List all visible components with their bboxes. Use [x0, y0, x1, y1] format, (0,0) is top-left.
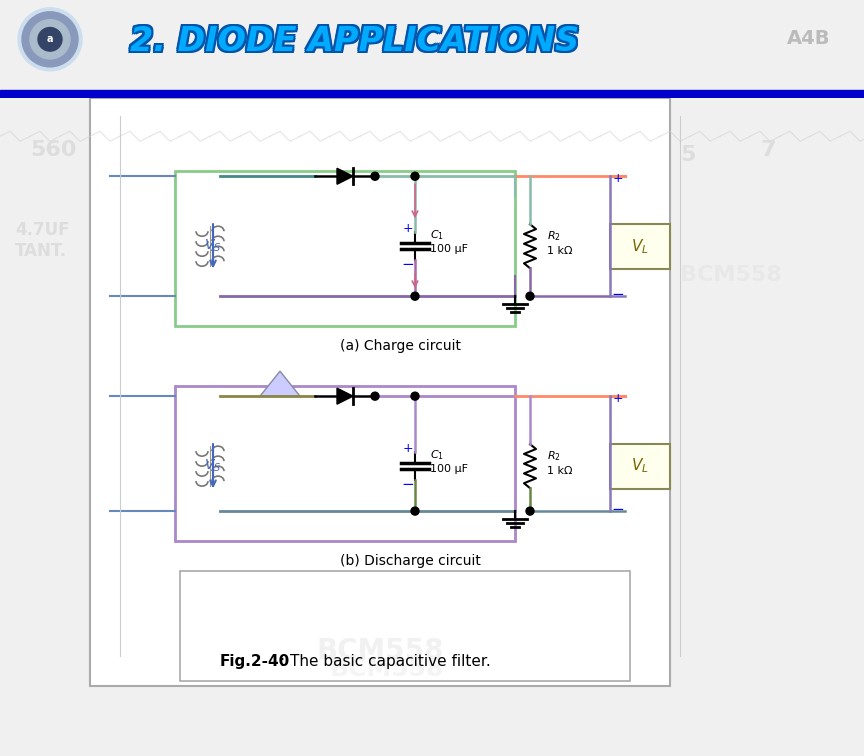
- Text: BCM558: BCM558: [330, 657, 444, 681]
- Text: −: −: [612, 287, 625, 302]
- Text: 2. DIODE APPLICATIONS: 2. DIODE APPLICATIONS: [128, 25, 577, 57]
- Text: $C_1$
100 µF: $C_1$ 100 µF: [430, 228, 468, 254]
- Bar: [175, 386, 515, 541]
- Text: −: −: [402, 476, 415, 491]
- Polygon shape: [337, 169, 353, 184]
- Text: $V_S$: $V_S$: [204, 238, 222, 255]
- Text: : The basic capacitive filter.: : The basic capacitive filter.: [280, 653, 491, 668]
- Polygon shape: [337, 388, 353, 404]
- Text: +: +: [613, 172, 623, 184]
- Circle shape: [411, 392, 419, 400]
- Text: 1 kΩ: 1 kΩ: [547, 246, 573, 256]
- Text: $R_2$: $R_2$: [547, 449, 561, 463]
- Text: BCM558: BCM558: [316, 637, 444, 665]
- Bar: [175, 172, 515, 326]
- Bar: [610, 224, 670, 268]
- Text: 2. DIODE APPLICATIONS: 2. DIODE APPLICATIONS: [132, 26, 581, 60]
- Circle shape: [371, 392, 379, 400]
- Text: 2. DIODE APPLICATIONS: 2. DIODE APPLICATIONS: [130, 25, 579, 57]
- Text: 2. DIODE APPLICATIONS: 2. DIODE APPLICATIONS: [128, 26, 577, 60]
- Text: 1 kΩ: 1 kΩ: [547, 466, 573, 476]
- Text: Fig.2-40: Fig.2-40: [220, 653, 290, 668]
- Circle shape: [411, 293, 419, 300]
- Circle shape: [38, 27, 62, 51]
- Circle shape: [18, 8, 82, 71]
- Text: (a) Charge circuit: (a) Charge circuit: [340, 339, 461, 353]
- Text: $V_L$: $V_L$: [631, 237, 649, 256]
- Text: 2. DIODE APPLICATIONS: 2. DIODE APPLICATIONS: [130, 26, 579, 60]
- Text: +: +: [403, 222, 413, 234]
- Text: 2. DIODE APPLICATIONS: 2. DIODE APPLICATIONS: [130, 23, 579, 56]
- Circle shape: [411, 507, 419, 515]
- Text: 2. DIODE APPLICATIONS: 2. DIODE APPLICATIONS: [132, 23, 581, 56]
- Bar: [90, 98, 670, 686]
- Text: (b) Discharge circuit: (b) Discharge circuit: [340, 554, 481, 568]
- Text: 2. DIODE APPLICATIONS: 2. DIODE APPLICATIONS: [128, 23, 577, 56]
- Bar: [610, 444, 670, 488]
- Text: −: −: [402, 257, 415, 271]
- Bar: [180, 571, 630, 681]
- Circle shape: [30, 20, 70, 59]
- Text: $V_S$: $V_S$: [204, 458, 222, 474]
- Circle shape: [411, 172, 419, 180]
- Bar: [0, 91, 864, 98]
- Text: a: a: [47, 34, 54, 45]
- Circle shape: [22, 12, 78, 67]
- Text: 5: 5: [680, 145, 696, 166]
- Text: BCM558: BCM558: [680, 265, 782, 285]
- Text: $V_L$: $V_L$: [631, 457, 649, 476]
- Circle shape: [526, 293, 534, 300]
- Text: $R_2$: $R_2$: [547, 229, 561, 243]
- Circle shape: [371, 172, 379, 180]
- Text: 7: 7: [760, 141, 776, 160]
- Text: +: +: [613, 392, 623, 404]
- Polygon shape: [260, 371, 300, 396]
- Text: A4B: A4B: [786, 29, 830, 48]
- Text: 2. DIODE APPLICATIONS: 2. DIODE APPLICATIONS: [132, 25, 581, 57]
- Text: 4.7UF
TANT.: 4.7UF TANT.: [15, 222, 69, 260]
- Circle shape: [526, 507, 534, 515]
- Text: 560: 560: [30, 141, 77, 160]
- Text: $C_1$
100 µF: $C_1$ 100 µF: [430, 448, 468, 474]
- Text: +: +: [403, 442, 413, 454]
- Text: −: −: [612, 501, 625, 516]
